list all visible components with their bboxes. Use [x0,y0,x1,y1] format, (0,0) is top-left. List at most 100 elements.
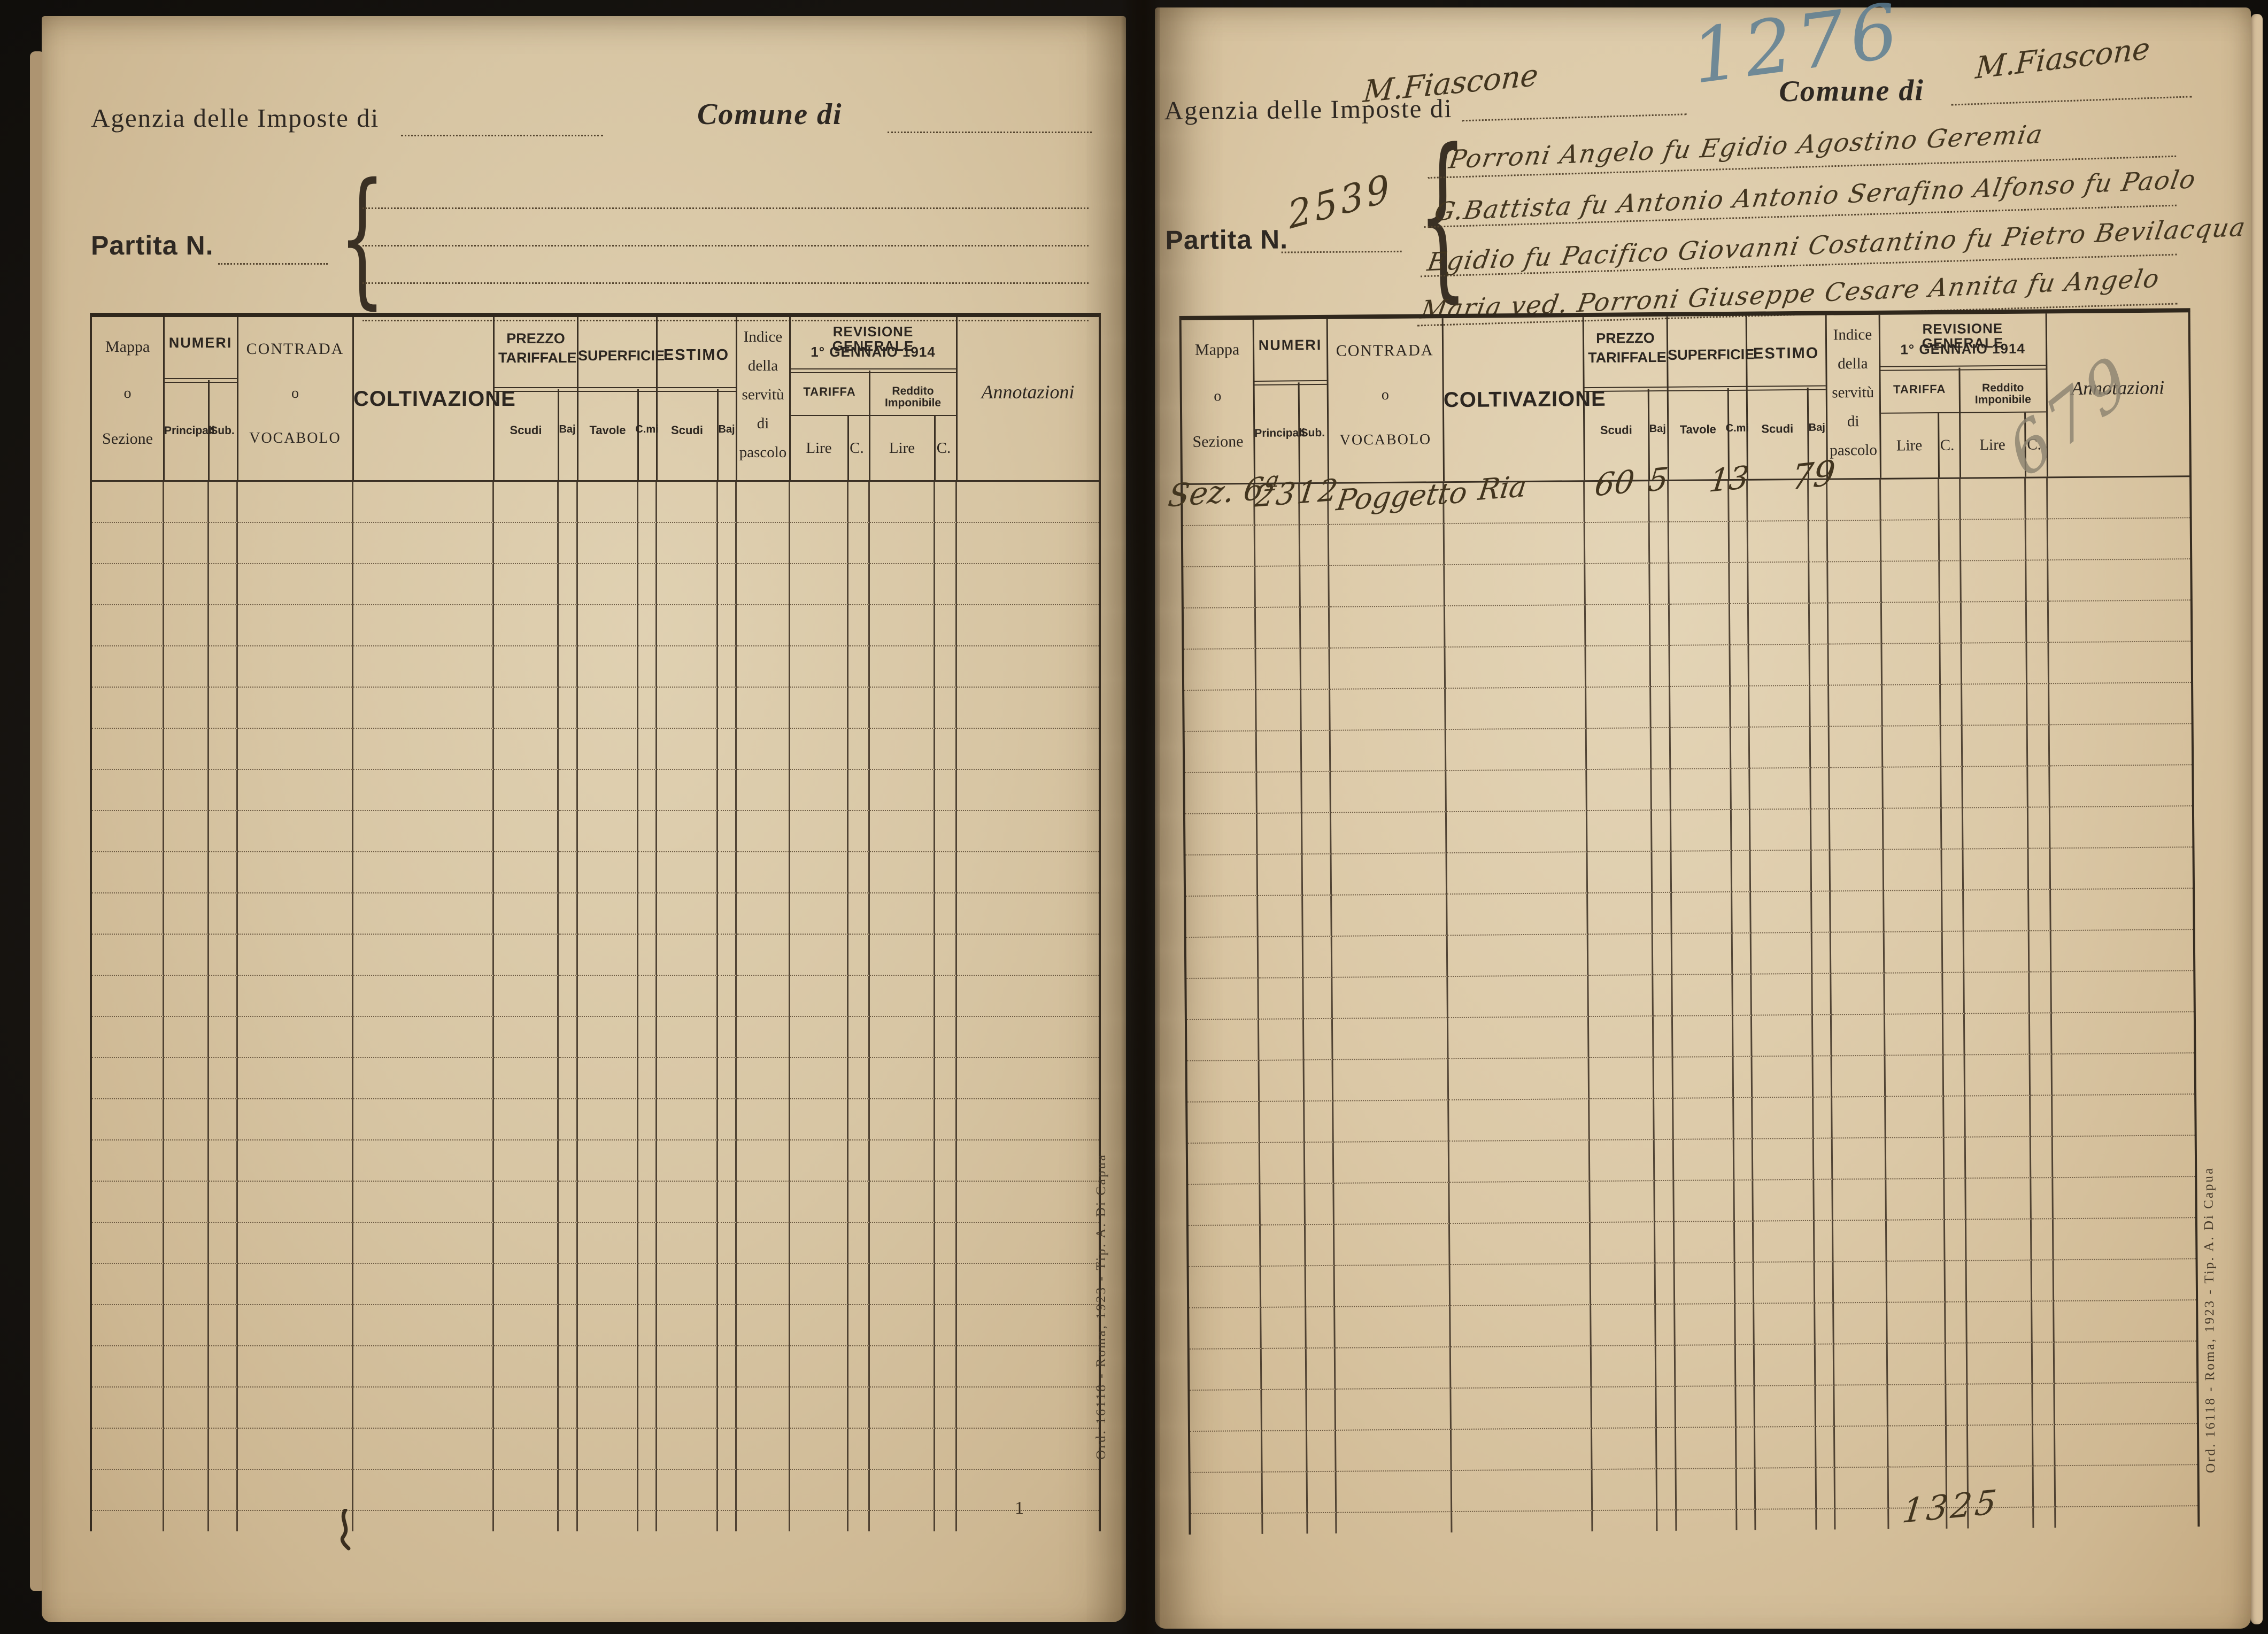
table-cell [657,811,718,852]
table-cell [353,1058,494,1099]
table-cell [559,482,578,523]
table-cell [164,482,209,523]
table-cell [559,935,578,976]
table-cell [559,976,578,1017]
table-cell [494,893,559,935]
table-cell [1452,1470,1593,1513]
table-cell [1749,685,1811,728]
table-cell [1730,604,1749,645]
table-cell [1734,1221,1754,1263]
table-cell [1828,561,1882,604]
table-cell [1332,977,1448,1019]
table-cell [718,1305,737,1346]
table-cell [238,770,353,811]
table-cell [1672,892,1733,934]
table-row [92,605,1099,646]
table-cell [1257,772,1302,814]
table-cell [737,523,790,564]
table-cell [494,564,559,605]
table-cell [1592,1469,1658,1512]
table-cell [638,1346,657,1388]
table-cell [737,1470,790,1511]
table-cell [1336,1430,1452,1472]
table-cell [790,1388,848,1429]
table-cell [164,523,209,564]
table-line-stub [494,1511,559,1531]
table-cell [657,976,718,1017]
table-cell [1885,1014,1944,1056]
table-cell [559,605,578,646]
table-row [1189,1342,2197,1391]
table-cell [209,523,238,564]
table-cell [737,1388,790,1429]
table-cell [494,1346,559,1388]
table-cell [1303,977,1333,1020]
table-cell [494,852,559,893]
col-coltivazione: COLTIVAZIONE [1443,387,1606,412]
table-cell [578,523,638,564]
table-cell [92,646,164,688]
table-cell [209,852,238,893]
table-cell [1883,767,1942,809]
table-cell [935,1388,957,1429]
col-reddito: Reddito Imponibile [885,385,941,410]
table-cell [209,1264,238,1305]
table-row [92,1058,1099,1099]
col-tavole: Tavole [589,423,626,437]
col-principali: Principali [1254,427,1305,440]
table-cell [1676,1386,1737,1428]
table-cell [1332,936,1448,978]
table-cell [848,1264,870,1305]
table-cell [559,770,578,811]
table-cell [238,688,353,729]
table-cell [1650,645,1671,688]
table-cell [2053,1095,2195,1137]
table-line-stub [1817,1509,1836,1530]
table-cell [1754,1262,1816,1304]
table-cell [1301,648,1331,690]
table-cell [92,1223,164,1264]
col-mappa-o: o [1214,388,1222,405]
table-cell [1731,768,1750,810]
col-cmi: C.mi [1725,422,1749,435]
table-cell [578,935,638,976]
table-cell [1445,564,1586,607]
table-cell [92,1346,164,1388]
table-cell [1965,1096,2031,1138]
table-cell [790,1346,848,1388]
table-cell [718,811,737,852]
table-cell [92,523,164,564]
table-line-stub [1191,1513,1263,1535]
table-cell [790,605,848,646]
table-cell [790,893,848,935]
table-cell [2049,642,2192,684]
col-revisione-title: REVISIONE GENERALE [832,323,914,354]
row1-superficie-tavole: 13 [1707,458,1751,500]
table-cell [2051,930,2194,973]
table-cell [737,1429,790,1470]
table-cell [1967,1301,2033,1344]
table-cell [209,1017,238,1058]
table-cell [1590,1222,1656,1265]
table-cell [1305,1101,1334,1143]
table-cell [935,1182,957,1223]
table-cell [2030,972,2052,1014]
table-cell [1592,1428,1657,1470]
table-cell [559,1264,578,1305]
table-cell [1655,1263,1676,1305]
table-cell [718,935,737,976]
table-cell [935,1429,957,1470]
table-cell [848,1182,870,1223]
table-cell [1749,727,1811,769]
col-tariffa-lire: Lire [1896,437,1923,454]
table-cell [1591,1263,1656,1306]
table-cell [2050,847,2193,890]
table-cell [578,1223,638,1264]
table-cell [1307,1430,1337,1473]
table-cell [790,1429,848,1470]
table-cell [1585,605,1651,647]
table-cell [1656,1304,1676,1346]
table-cell [164,1058,209,1099]
col-cmi: C.mi [635,423,659,435]
table-cell [638,1223,657,1264]
